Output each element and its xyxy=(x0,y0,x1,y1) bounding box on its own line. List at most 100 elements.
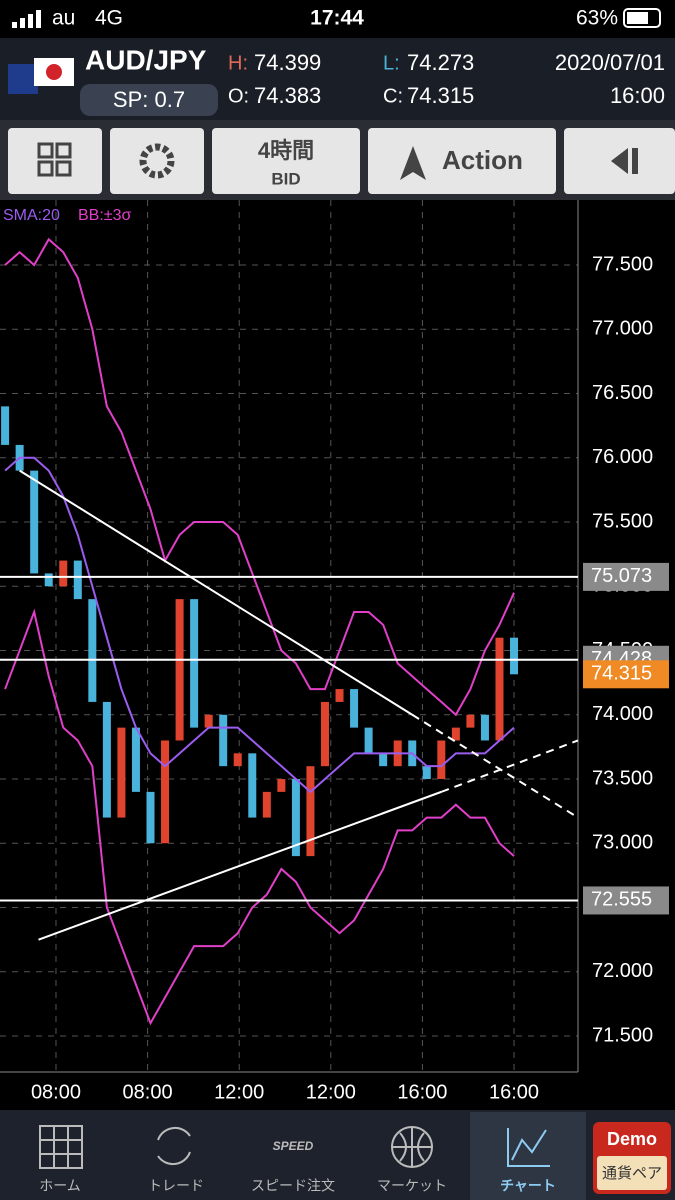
x-tick-label: 12:00 xyxy=(306,1081,356,1103)
period-button[interactable] xyxy=(212,128,360,194)
x-tick-label: 08:00 xyxy=(123,1081,173,1103)
spread: SP: 0.7 xyxy=(113,87,185,112)
action-icon xyxy=(400,146,426,180)
candle-body xyxy=(30,470,39,574)
open-label: O: xyxy=(228,85,249,107)
y-tick-label: 73.000 xyxy=(592,832,653,854)
network: 4G xyxy=(95,7,123,30)
carrier: au xyxy=(52,7,75,30)
date: 2020/07/01 xyxy=(555,50,665,75)
y-tick-label: 76.500 xyxy=(592,382,653,404)
candle-body xyxy=(248,753,257,818)
battery-text: 63% xyxy=(576,7,618,30)
legend-sma: SMA:20 xyxy=(3,207,60,224)
candle-body xyxy=(146,791,155,844)
flag-au xyxy=(8,64,38,94)
high-label: H: xyxy=(228,52,248,74)
level-label: 75.073 xyxy=(591,565,652,587)
battery-level xyxy=(627,12,648,24)
y-tick-label: 72.000 xyxy=(592,960,653,982)
x-tick-label: 16:00 xyxy=(489,1081,539,1103)
action-button[interactable] xyxy=(368,128,556,194)
settings-button[interactable] xyxy=(110,128,204,194)
action-label: Action xyxy=(442,145,523,175)
gear-icon xyxy=(139,143,175,179)
signal-icon xyxy=(12,10,41,28)
period: 4時間 xyxy=(258,138,314,163)
candle-body xyxy=(233,753,242,767)
candle-body xyxy=(350,689,359,728)
demo-pairs-bg xyxy=(597,1156,667,1190)
candle-body xyxy=(190,599,199,728)
time: 16:00 xyxy=(610,83,665,108)
candle-body xyxy=(175,599,184,741)
candle-body xyxy=(480,714,489,741)
candle-body xyxy=(379,753,388,767)
trend-line xyxy=(19,469,413,716)
candle-body xyxy=(117,727,126,818)
level-label: 72.555 xyxy=(591,889,652,911)
candle-body xyxy=(277,779,286,792)
candle-body xyxy=(102,701,111,818)
trend-line xyxy=(38,790,442,941)
y-tick-label: 75.500 xyxy=(592,510,653,532)
candle-body xyxy=(495,637,504,741)
tab-active-bg xyxy=(470,1112,586,1200)
y-tick-label: 74.000 xyxy=(592,703,653,725)
price-box xyxy=(583,660,669,689)
candle-body xyxy=(262,791,271,818)
demo-label: Demo xyxy=(607,1129,657,1149)
tab-home[interactable]: ホーム xyxy=(39,1178,81,1194)
candle-body xyxy=(1,406,10,445)
close-label: C: xyxy=(383,85,403,107)
candle-body xyxy=(466,714,475,728)
level-box xyxy=(583,562,669,591)
price-label: 74.315 xyxy=(591,663,652,685)
clock: 17:44 xyxy=(310,7,364,30)
candle-body xyxy=(510,637,519,675)
candle-body xyxy=(320,701,329,767)
candle-body xyxy=(161,740,170,844)
status-bar xyxy=(0,0,675,38)
candle-body xyxy=(219,714,228,767)
open: 74.383 xyxy=(254,83,321,108)
y-tick-label: 71.500 xyxy=(592,1024,653,1046)
candle-body xyxy=(437,740,446,780)
trend-line xyxy=(411,713,579,819)
grid-icon xyxy=(37,142,72,177)
candle-body xyxy=(44,573,53,587)
candle-body xyxy=(291,779,300,857)
collapse-icon xyxy=(611,148,638,174)
tab-market[interactable]: マーケット xyxy=(377,1178,447,1194)
x-tick-label: 08:00 xyxy=(31,1081,81,1103)
candle-body xyxy=(422,766,431,780)
flag-jp-sun xyxy=(46,64,62,80)
y-tick-label: 76.000 xyxy=(592,446,653,468)
candle-body xyxy=(364,727,373,754)
y-tick-label: 77.500 xyxy=(592,253,653,275)
layout-button[interactable] xyxy=(8,128,102,194)
pair-name[interactable]: AUD/JPY xyxy=(85,44,207,75)
candle-body xyxy=(306,766,315,857)
close: 74.315 xyxy=(407,83,474,108)
candle-body xyxy=(335,689,344,702)
tab-trade[interactable]: トレード xyxy=(148,1178,204,1194)
x-tick-label: 16:00 xyxy=(397,1081,447,1103)
y-tick-label: 73.500 xyxy=(592,767,653,789)
candle-body xyxy=(88,599,97,702)
y-tick-label: 77.000 xyxy=(592,318,653,340)
x-tick-label: 12:00 xyxy=(214,1081,264,1103)
legend-bb: BB:±3σ xyxy=(78,207,131,224)
demo-pairs: 通貨ペア xyxy=(602,1165,662,1182)
tab-icons xyxy=(39,1125,550,1169)
high: 74.399 xyxy=(254,50,321,75)
candle-body xyxy=(451,727,460,741)
bb-upper-line xyxy=(4,237,515,717)
candle-body xyxy=(204,714,213,728)
low-label: L: xyxy=(383,52,400,74)
candle-body xyxy=(73,560,82,600)
battery-icon xyxy=(623,8,661,28)
tab-chart[interactable]: チャート xyxy=(500,1178,556,1194)
tab-speed[interactable]: スピード注文 xyxy=(251,1178,335,1194)
